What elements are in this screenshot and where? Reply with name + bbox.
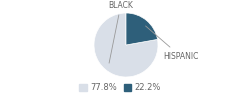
Wedge shape xyxy=(94,13,158,77)
Wedge shape xyxy=(126,13,157,45)
Text: BLACK: BLACK xyxy=(108,0,133,63)
Text: HISPANIC: HISPANIC xyxy=(146,26,198,61)
Legend: 77.8%, 22.2%: 77.8%, 22.2% xyxy=(76,80,164,96)
